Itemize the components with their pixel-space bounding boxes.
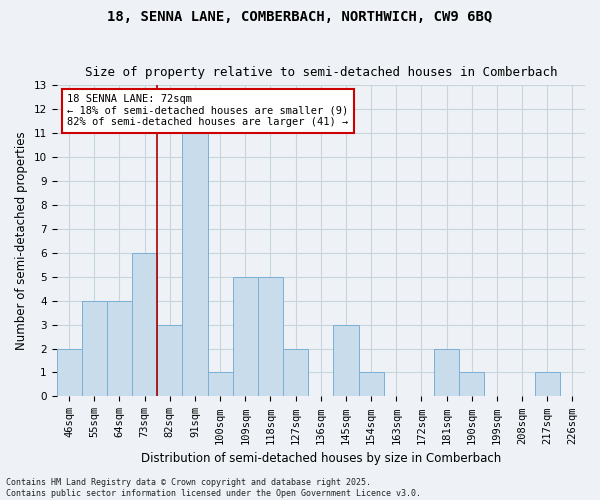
Bar [233, 276, 258, 396]
Bar [107, 300, 132, 396]
Bar [157, 324, 182, 396]
Bar [258, 276, 283, 396]
Title: Size of property relative to semi-detached houses in Comberbach: Size of property relative to semi-detach… [85, 66, 557, 80]
Bar [182, 133, 208, 396]
Text: 18, SENNA LANE, COMBERBACH, NORTHWICH, CW9 6BQ: 18, SENNA LANE, COMBERBACH, NORTHWICH, C… [107, 10, 493, 24]
Bar [283, 348, 308, 397]
Y-axis label: Number of semi-detached properties: Number of semi-detached properties [15, 132, 28, 350]
Text: 18 SENNA LANE: 72sqm
← 18% of semi-detached houses are smaller (9)
82% of semi-d: 18 SENNA LANE: 72sqm ← 18% of semi-detac… [67, 94, 349, 128]
Bar [56, 348, 82, 397]
Bar [82, 300, 107, 396]
Bar [535, 372, 560, 396]
Bar [359, 372, 383, 396]
Bar [208, 372, 233, 396]
Text: Contains HM Land Registry data © Crown copyright and database right 2025.
Contai: Contains HM Land Registry data © Crown c… [6, 478, 421, 498]
Bar [459, 372, 484, 396]
Bar [334, 324, 359, 396]
Bar [132, 252, 157, 396]
Bar [434, 348, 459, 397]
X-axis label: Distribution of semi-detached houses by size in Comberbach: Distribution of semi-detached houses by … [140, 452, 501, 465]
